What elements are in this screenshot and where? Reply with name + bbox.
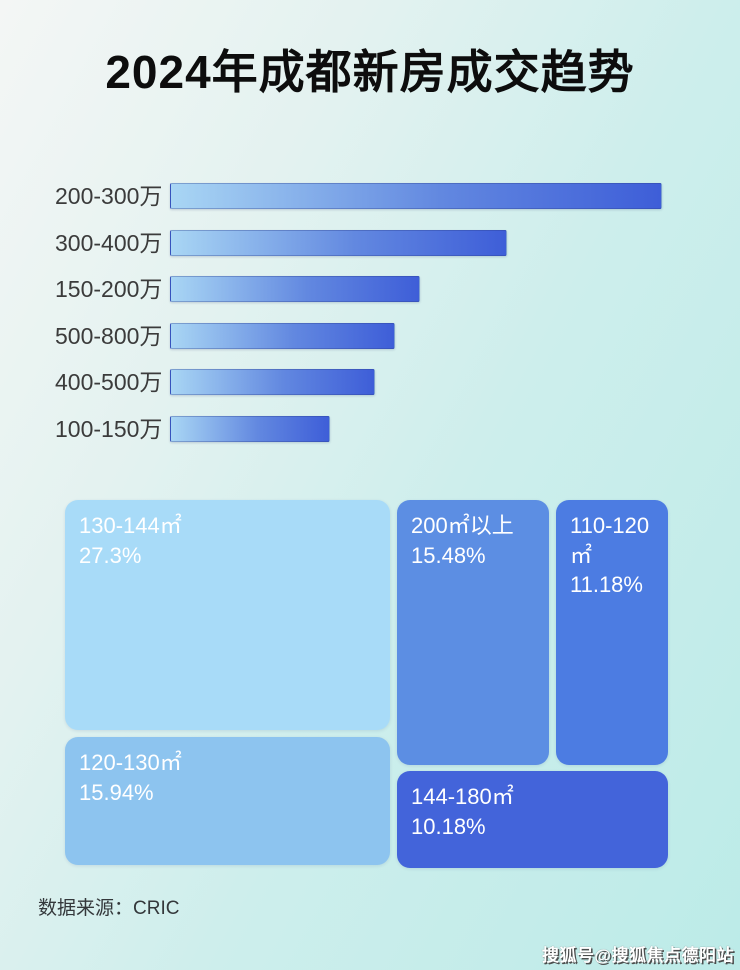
bar-fill	[170, 415, 330, 442]
bar-label: 500-800万	[55, 322, 163, 349]
bar-label: 200-300万	[55, 183, 163, 209]
treemap-block-label: 110-120㎡	[570, 513, 650, 568]
bar-label: 300-400万	[55, 229, 163, 256]
treemap-block-label: 200㎡以上	[411, 513, 514, 538]
data-source-label: 数据来源：CRIC	[38, 898, 180, 919]
bar-fill	[170, 322, 395, 349]
bar-row: 500-800万	[55, 322, 660, 349]
bar-label: 400-500万	[55, 369, 163, 395]
bar-track	[170, 229, 660, 256]
treemap-block-label: 144-180㎡	[411, 784, 514, 809]
bar-row: 100-150万	[55, 415, 660, 442]
bar-row: 200-300万	[55, 183, 662, 209]
treemap-block-120-130: 120-130㎡ 15.94%	[65, 737, 390, 865]
treemap-block-value: 27.3%	[79, 542, 142, 568]
treemap-block-130-144: 130-144㎡ 27.3%	[65, 500, 390, 730]
bar-fill	[170, 229, 508, 256]
price-range-bar-chart: 200-300万 300-400万 150-200万 500-800万 400-…	[55, 183, 662, 442]
area-share-treemap: 130-144㎡ 27.3% 120-130㎡ 15.94% 200㎡以上 15…	[65, 500, 668, 868]
bar-label: 100-150万	[55, 415, 163, 442]
treemap-block-110-120: 110-120㎡ 11.18%	[556, 500, 668, 765]
bar-row: 150-200万	[55, 276, 660, 302]
bar-row: 400-500万	[55, 369, 660, 395]
bar-track	[170, 415, 660, 442]
bar-track	[170, 276, 660, 302]
treemap-block-label: 120-130㎡	[79, 750, 182, 775]
bar-fill	[170, 276, 420, 302]
page-title: 2024年成都新房成交趋势	[105, 46, 635, 98]
bar-row: 300-400万	[55, 229, 660, 256]
treemap-block-144-180: 144-180㎡ 10.18%	[397, 771, 668, 868]
bar-track	[170, 322, 660, 349]
bar-label: 150-200万	[55, 276, 163, 302]
treemap-block-value: 10.18%	[411, 813, 486, 839]
treemap-block-label: 130-144㎡	[79, 513, 182, 538]
treemap-block-200-plus: 200㎡以上 15.48%	[397, 500, 549, 765]
bar-track	[170, 369, 660, 395]
bar-track	[170, 183, 662, 209]
treemap-block-value: 11.18%	[570, 572, 643, 598]
treemap-block-value: 15.94%	[79, 779, 154, 805]
watermark-sohu-badge: 搜狐号@搜狐焦点德阳站	[541, 946, 734, 965]
bar-fill	[170, 369, 375, 395]
bar-fill	[170, 183, 662, 209]
treemap-block-value: 15.48%	[411, 542, 486, 568]
